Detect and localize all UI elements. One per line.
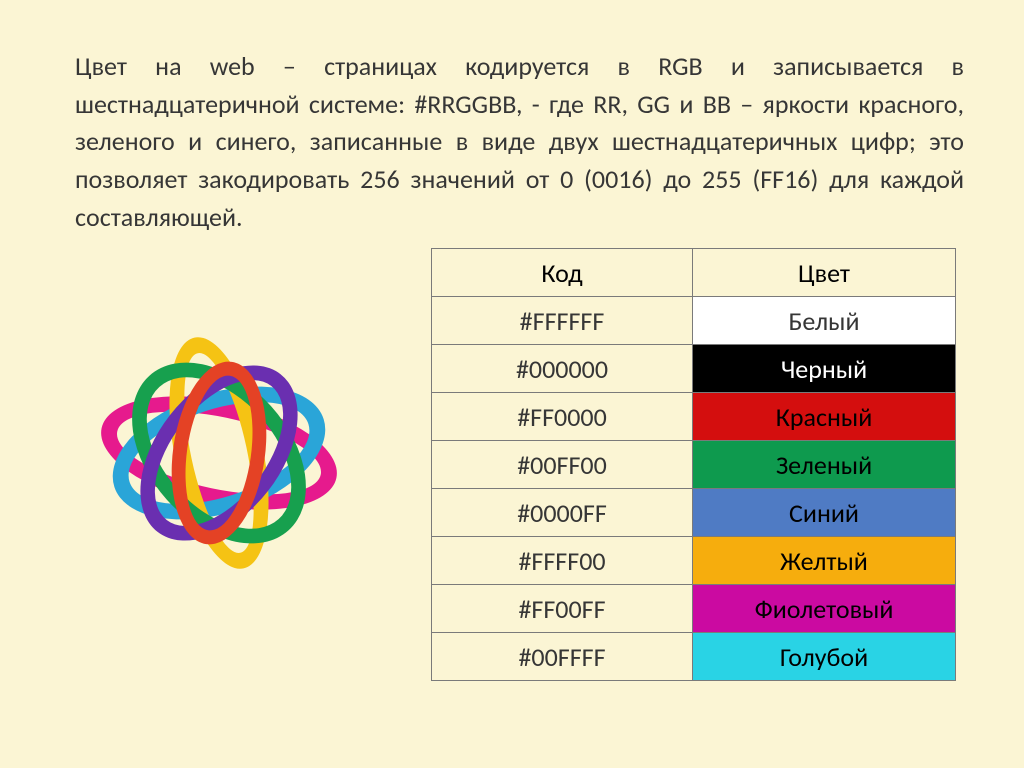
color-code-cell: #000000: [432, 345, 693, 393]
table-row: #0000FFСиний: [432, 489, 956, 537]
color-name-cell: Зеленый: [693, 441, 956, 489]
color-name-cell: Голубой: [693, 633, 956, 681]
color-name-cell: Черный: [693, 345, 956, 393]
table-row: #FFFFFFБелый: [432, 297, 956, 345]
table-row: #00FF00Зеленый: [432, 441, 956, 489]
table-row: #FFFF00Желтый: [432, 537, 956, 585]
color-name-cell: Желтый: [693, 537, 956, 585]
table-row: #00FFFFГолубой: [432, 633, 956, 681]
color-code-cell: #00FF00: [432, 441, 693, 489]
color-name-cell: Синий: [693, 489, 956, 537]
color-code-cell: #00FFFF: [432, 633, 693, 681]
color-code-cell: #0000FF: [432, 489, 693, 537]
intro-paragraph: Цвет на web – страницах кодируется в RGB…: [75, 48, 964, 236]
color-code-cell: #FF00FF: [432, 585, 693, 633]
color-code-cell: #FFFF00: [432, 537, 693, 585]
color-code-cell: #FFFFFF: [432, 297, 693, 345]
header-color: Цвет: [693, 249, 956, 297]
color-codes-table: Код Цвет #FFFFFFБелый#000000Черный#FF000…: [431, 248, 956, 681]
table-row: #000000Черный: [432, 345, 956, 393]
color-rings-graphic: [69, 303, 369, 603]
color-name-cell: Белый: [693, 297, 956, 345]
table-row: #FF00FFФиолетовый: [432, 585, 956, 633]
color-name-cell: Красный: [693, 393, 956, 441]
color-code-cell: #FF0000: [432, 393, 693, 441]
color-name-cell: Фиолетовый: [693, 585, 956, 633]
header-code: Код: [432, 249, 693, 297]
table-row: #FF0000Красный: [432, 393, 956, 441]
table-header-row: Код Цвет: [432, 249, 956, 297]
